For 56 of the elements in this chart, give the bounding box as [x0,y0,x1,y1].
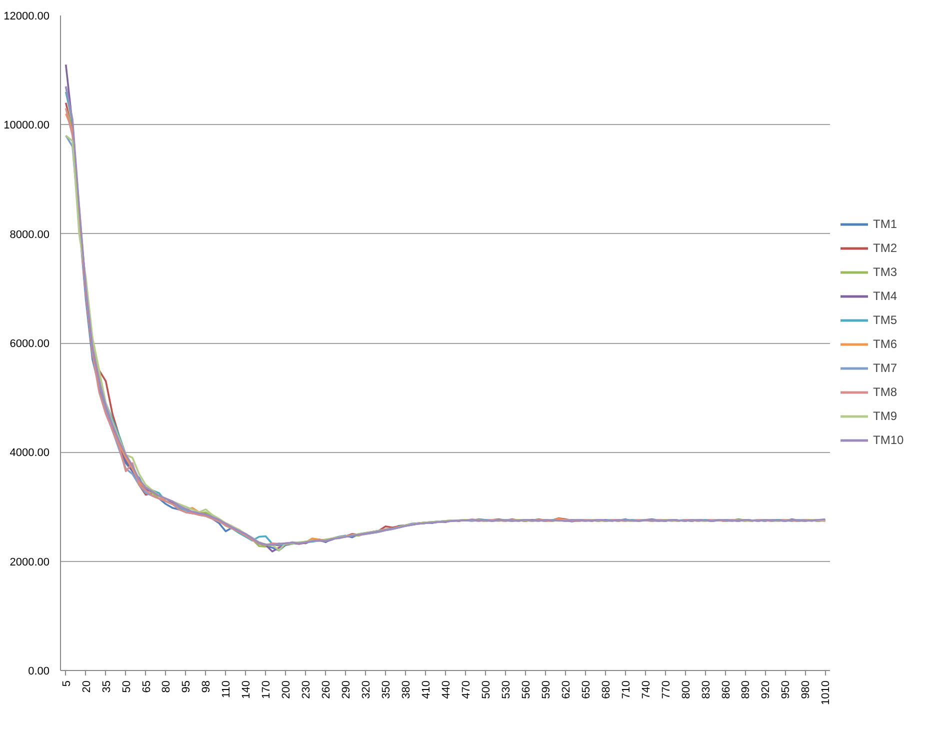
y-tick-label: 6000.00 [10,338,50,350]
x-tick-label: 530 [500,680,512,699]
x-tick-label: 1010 [820,680,832,705]
legend-label: TM10 [873,433,904,448]
y-tick-label: 8000.00 [10,228,50,241]
x-tick-label: 470 [460,680,472,699]
x-tick-label: 140 [240,680,253,699]
x-tick-label: 560 [520,680,532,699]
x-tick-label: 410 [420,680,433,699]
y-tick-label: 0.00 [28,666,50,678]
legend-label: TM9 [873,409,897,424]
y-tick-label: 10000.00 [4,120,50,132]
x-tick-label: 35 [100,680,113,693]
x-tick-label: 170 [260,680,273,699]
legend-label: TM5 [873,313,897,328]
x-tick-label: 620 [560,680,572,699]
x-tick-label: 65 [140,680,153,693]
x-tick-label: 980 [800,680,812,699]
x-tick-label: 680 [600,680,612,699]
x-tick-label: 800 [680,680,692,699]
x-tick-label: 920 [760,680,772,699]
x-tick-label: 650 [580,680,592,699]
x-tick-label: 380 [400,680,413,699]
x-tick-label: 50 [120,680,133,693]
legend-label: TM3 [873,265,897,280]
legend-label: TM4 [873,289,897,304]
x-tick-label: 95 [180,680,193,693]
y-tick-label: 2000.00 [10,556,50,568]
x-tick-label: 20 [80,680,93,693]
y-tick-label: 12000.00 [4,10,50,22]
x-tick-label: 740 [640,680,652,699]
x-tick-label: 200 [280,680,293,699]
x-tick-label: 770 [660,680,672,699]
x-tick-label: 320 [360,680,373,699]
legend-label: TM2 [873,241,897,256]
x-tick-label: 950 [780,680,792,699]
x-tick-label: 110 [220,680,233,698]
x-tick-label: 890 [740,680,752,699]
x-tick-label: 710 [620,680,632,699]
x-tick-label: 230 [300,680,313,699]
x-tick-label: 5 [60,680,73,687]
x-tick-label: 98 [200,680,213,693]
x-tick-label: 290 [340,680,353,699]
y-tick-label: 4000.00 [10,447,50,460]
legend-label: TM7 [873,361,897,376]
x-tick-label: 260 [320,680,333,699]
legend-label: TM1 [873,217,897,232]
x-tick-label: 350 [380,680,393,699]
x-tick-label: 500 [480,680,492,699]
x-tick-label: 590 [540,680,552,699]
x-tick-label: 80 [160,680,173,693]
legend-label: TM6 [873,337,897,352]
x-tick-label: 830 [700,680,712,699]
x-tick-label: 860 [720,680,732,699]
legend-label: TM8 [873,385,897,400]
x-tick-label: 440 [440,680,452,699]
